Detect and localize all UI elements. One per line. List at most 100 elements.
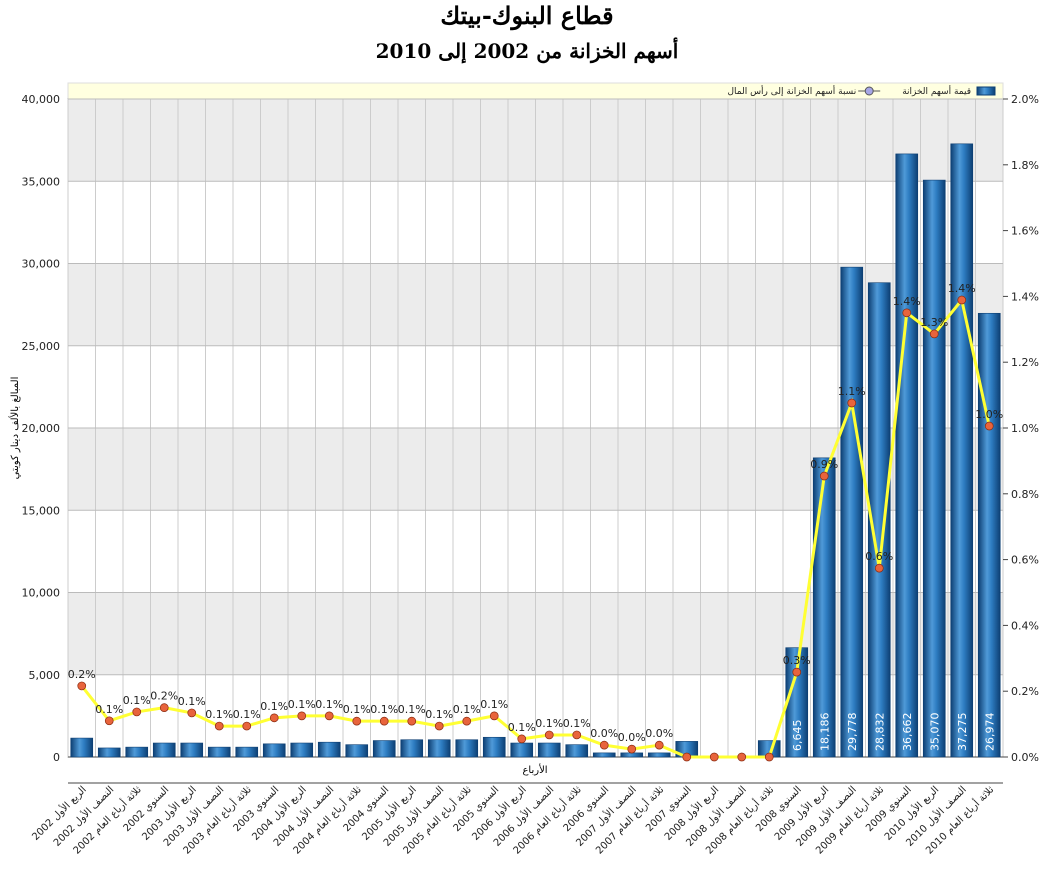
line-marker	[929, 329, 939, 339]
y2-tick-label: 1.0%	[1011, 422, 1039, 435]
y-tick-label: 40,000	[22, 93, 61, 106]
bar	[812, 457, 836, 758]
line-value-label: 1.4%	[893, 295, 921, 308]
bar	[620, 752, 644, 758]
line-value-label: 0.1%	[95, 703, 123, 716]
line-value-label: 0.3%	[783, 654, 811, 667]
legend-swatch	[976, 86, 996, 96]
line-marker	[517, 734, 527, 744]
line-value-label: 0.1%	[535, 717, 563, 730]
bar-value-label: 29,778	[846, 713, 859, 752]
line-marker	[434, 721, 444, 731]
line-marker	[599, 740, 609, 750]
bar	[235, 746, 259, 758]
line-value-label: 0.1%	[370, 703, 398, 716]
line-marker	[544, 730, 554, 740]
line-marker	[572, 730, 582, 740]
legend-label: نسبة أسهم الخزانة إلى رأس المال	[727, 85, 856, 97]
line-marker	[819, 471, 829, 481]
bar-value-label: 37,275	[956, 713, 969, 752]
legend-swatch-marker	[864, 86, 874, 96]
bar	[125, 746, 149, 758]
line-value-label: 0.2%	[68, 668, 96, 681]
bar	[427, 739, 451, 758]
chart-subtitle: أسهم الخزانة من 2002 إلى 2010	[376, 37, 679, 64]
line-value-label: 0.0%	[590, 727, 618, 740]
line-marker	[379, 716, 389, 726]
line-marker	[104, 716, 114, 726]
y2-tick-label: 1.2%	[1011, 356, 1039, 369]
y-tick-label: 30,000	[22, 258, 61, 271]
line-value-label: 0.1%	[260, 700, 288, 713]
y2-tick-label: 0.4%	[1011, 619, 1039, 632]
bar	[70, 737, 94, 758]
y-tick-label: 5,000	[29, 669, 61, 682]
line-value-label: 0.1%	[508, 721, 536, 734]
line-value-label: 0.0%	[618, 731, 646, 744]
line-value-label: 0.2%	[150, 690, 178, 703]
line	[80, 296, 991, 759]
line-value-label: 0.6%	[865, 550, 893, 563]
bar-value-label: 35,070	[928, 713, 941, 752]
y2-tick-label: 1.4%	[1011, 290, 1039, 303]
bar-value-label: 28,832	[873, 713, 886, 752]
x-axis-label: الأرباع	[522, 763, 547, 776]
bar	[950, 143, 974, 758]
line-value-label: 0.1%	[425, 708, 453, 721]
line-marker	[242, 721, 252, 731]
line-value-label: 0.1%	[123, 694, 151, 707]
y2-tick-label: 1.8%	[1011, 159, 1039, 172]
line-value-label: 0.1%	[178, 695, 206, 708]
y-tick-label: 0	[53, 751, 60, 764]
line-value-label: 0.1%	[343, 703, 371, 716]
bar	[977, 312, 1001, 758]
line-marker	[489, 711, 499, 721]
bar	[97, 747, 121, 758]
line-value-label: 1.1%	[838, 385, 866, 398]
bar	[152, 742, 176, 758]
line-value-label: 0.1%	[205, 708, 233, 721]
line-marker	[297, 711, 307, 721]
bar	[345, 744, 369, 758]
line-marker	[737, 752, 747, 762]
line-marker	[792, 667, 802, 677]
line-marker	[709, 752, 719, 762]
line-marker	[269, 713, 279, 723]
line-value-label: 1.3%	[920, 316, 948, 329]
bar	[180, 742, 204, 758]
line-marker	[352, 716, 362, 726]
chart-title: قطاع البنوك-بيتك	[440, 1, 613, 31]
line-value-label: 0.1%	[453, 703, 481, 716]
bar	[262, 743, 286, 758]
bar-value-label: 36,662	[901, 713, 914, 752]
bar	[565, 744, 589, 758]
line-value-label: 0.0%	[645, 727, 673, 740]
y-tick-label: 25,000	[22, 340, 61, 353]
line-marker	[764, 752, 774, 762]
line-marker	[957, 295, 967, 305]
line-value-label: 0.1%	[315, 698, 343, 711]
line-marker	[159, 703, 169, 713]
y-axis-label: المبالغ بالألف دينار كويتي	[8, 377, 21, 480]
y2-tick-label: 0.8%	[1011, 488, 1039, 501]
line-marker	[462, 716, 472, 726]
y-tick-label: 20,000	[22, 422, 61, 435]
bar	[317, 741, 341, 758]
line-marker	[132, 707, 142, 717]
bar	[290, 742, 314, 758]
bar-value-label: 18,186	[818, 713, 831, 752]
bar	[840, 266, 864, 758]
bar	[510, 742, 534, 758]
bar-value-label: 6,645	[791, 720, 804, 752]
line-marker	[682, 752, 692, 762]
line-value-label: 0.1%	[233, 708, 261, 721]
line-value-label: 1.0%	[975, 408, 1003, 421]
line-value-label: 0.1%	[563, 717, 591, 730]
line-marker	[847, 398, 857, 408]
bar	[372, 740, 396, 758]
y-tick-label: 10,000	[22, 587, 61, 600]
line-value-label: 0.1%	[288, 698, 316, 711]
line-marker	[324, 711, 334, 721]
bar	[482, 736, 506, 758]
